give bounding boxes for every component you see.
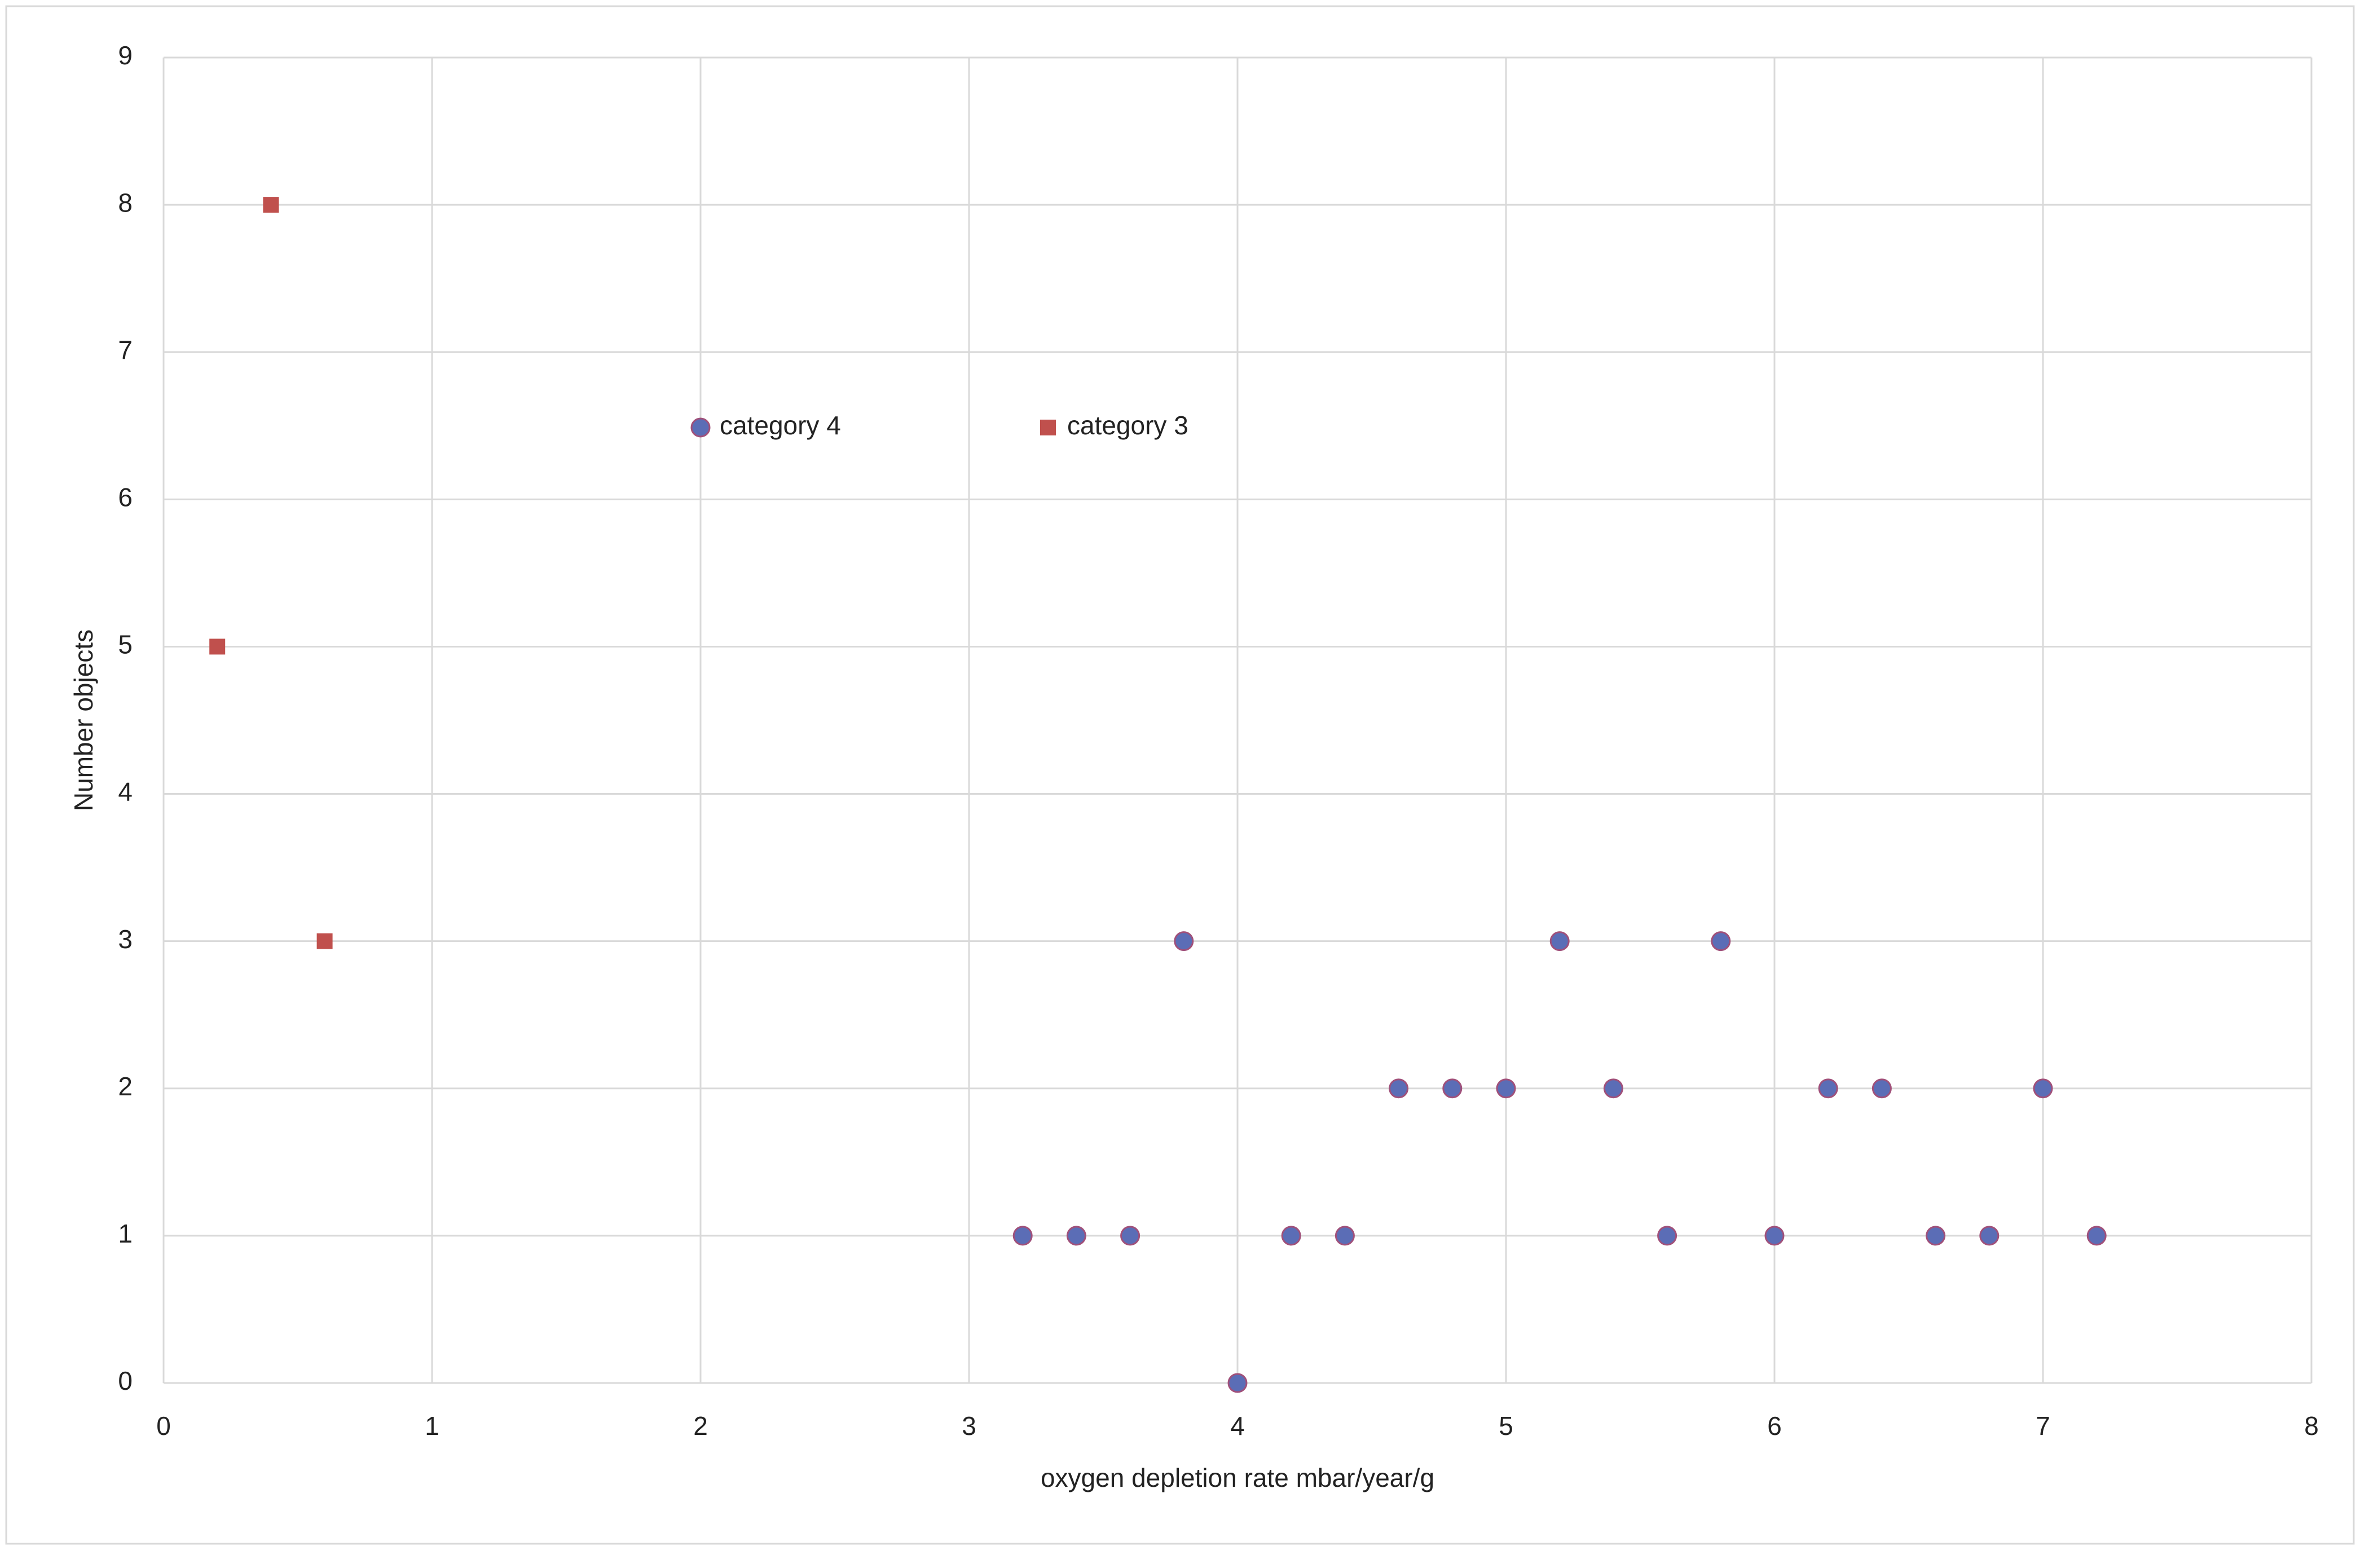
y-tick-label: 3 (118, 924, 133, 954)
data-point (1227, 1373, 1248, 1393)
data-point (1657, 1226, 1677, 1246)
y-tick-label: 9 (118, 41, 133, 70)
x-tick-label: 4 (1230, 1411, 1245, 1441)
data-point (1496, 1078, 1516, 1099)
data-point (1120, 1226, 1140, 1246)
data-point (1281, 1226, 1301, 1246)
legend-marker (690, 417, 711, 438)
legend-label: category 3 (1067, 411, 1188, 440)
x-tick-label: 1 (425, 1411, 439, 1441)
data-point (1926, 1226, 1946, 1246)
y-tick-label: 2 (118, 1072, 133, 1101)
data-point (1066, 1226, 1086, 1246)
y-tick-label: 6 (118, 482, 133, 512)
x-tick-label: 0 (156, 1411, 171, 1441)
data-point (1818, 1078, 1838, 1099)
x-axis-title: oxygen depletion rate mbar/year/g (1041, 1463, 1434, 1492)
chart-frame (5, 5, 2355, 1545)
legend-marker (1040, 420, 1056, 435)
data-point (1442, 1078, 1463, 1099)
data-point (1389, 1078, 1409, 1099)
y-tick-label: 8 (118, 188, 133, 217)
y-axis-title: Number objects (69, 629, 98, 811)
data-point (1174, 931, 1194, 952)
legend-label: category 4 (720, 411, 841, 440)
y-tick-label: 4 (118, 777, 133, 807)
data-point (1012, 1226, 1033, 1246)
x-tick-label: 5 (1499, 1411, 1513, 1441)
data-point (1549, 931, 1570, 952)
data-point (1603, 1078, 1623, 1099)
x-tick-label: 7 (2036, 1411, 2050, 1441)
x-tick-label: 8 (2304, 1411, 2319, 1441)
y-tick-label: 0 (118, 1366, 133, 1395)
data-point (316, 933, 333, 949)
data-point (1335, 1226, 1355, 1246)
data-point (1979, 1226, 2000, 1246)
data-point (2033, 1078, 2053, 1099)
data-point (1871, 1078, 1892, 1099)
x-tick-label: 2 (693, 1411, 708, 1441)
y-tick-label: 1 (118, 1219, 133, 1248)
data-point (2086, 1226, 2107, 1246)
y-tick-label: 5 (118, 630, 133, 659)
data-point (1764, 1226, 1785, 1246)
data-point (263, 197, 279, 213)
y-tick-label: 7 (118, 335, 133, 364)
data-point (1711, 931, 1731, 952)
data-point (209, 638, 226, 655)
x-tick-label: 6 (1767, 1411, 1782, 1441)
x-tick-label: 3 (962, 1411, 976, 1441)
